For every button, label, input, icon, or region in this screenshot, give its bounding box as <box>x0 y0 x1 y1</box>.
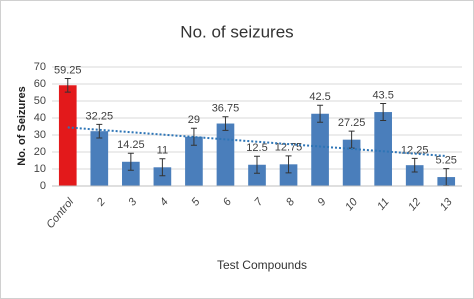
bar <box>185 136 203 186</box>
value-label: 36.75 <box>212 103 240 115</box>
error-bar <box>96 123 103 139</box>
bar <box>342 139 361 186</box>
value-label: 43.5 <box>372 89 393 101</box>
bar <box>153 167 172 186</box>
y-tick-label: 10 <box>34 163 46 175</box>
error-bar <box>159 158 166 177</box>
chart-title: No. of seizures <box>180 22 293 41</box>
y-tick-label: 70 <box>34 61 46 73</box>
y-axis-title: No. of Seizures <box>16 86 28 165</box>
error-bar <box>127 152 134 171</box>
bar <box>216 123 235 186</box>
y-tick-label: 0 <box>40 180 46 192</box>
error-bar <box>222 116 229 131</box>
y-tick-label: 50 <box>34 95 46 107</box>
trendline <box>67 126 447 158</box>
error-bar <box>411 157 418 173</box>
y-tick-label: 60 <box>34 78 46 90</box>
error-bar <box>285 155 292 174</box>
value-label: 59.25 <box>54 64 82 76</box>
bar <box>405 165 424 186</box>
value-label: 5.25 <box>436 154 457 166</box>
y-tick-label: 40 <box>34 112 46 124</box>
bar <box>90 131 109 186</box>
error-bar <box>254 155 260 174</box>
value-label: 12.5 <box>246 142 267 154</box>
value-label: 42.5 <box>309 91 330 103</box>
value-label: 29 <box>188 114 200 126</box>
bar <box>122 161 140 186</box>
error-bar <box>317 104 324 123</box>
error-bar <box>64 77 71 93</box>
error-bar <box>380 103 387 122</box>
value-label: 32.25 <box>86 110 114 122</box>
x-axis-title: Test Compounds <box>217 258 307 272</box>
bar <box>311 113 329 186</box>
y-tick-label: 20 <box>34 146 46 158</box>
value-label: 27.25 <box>338 117 366 129</box>
y-tick-label: 30 <box>34 129 46 141</box>
bar <box>58 85 77 186</box>
bar <box>279 164 298 186</box>
bar <box>374 112 392 186</box>
value-label: 14.25 <box>117 139 145 151</box>
bar <box>248 164 266 186</box>
value-label: 11 <box>157 145 168 157</box>
error-bar <box>190 127 197 146</box>
